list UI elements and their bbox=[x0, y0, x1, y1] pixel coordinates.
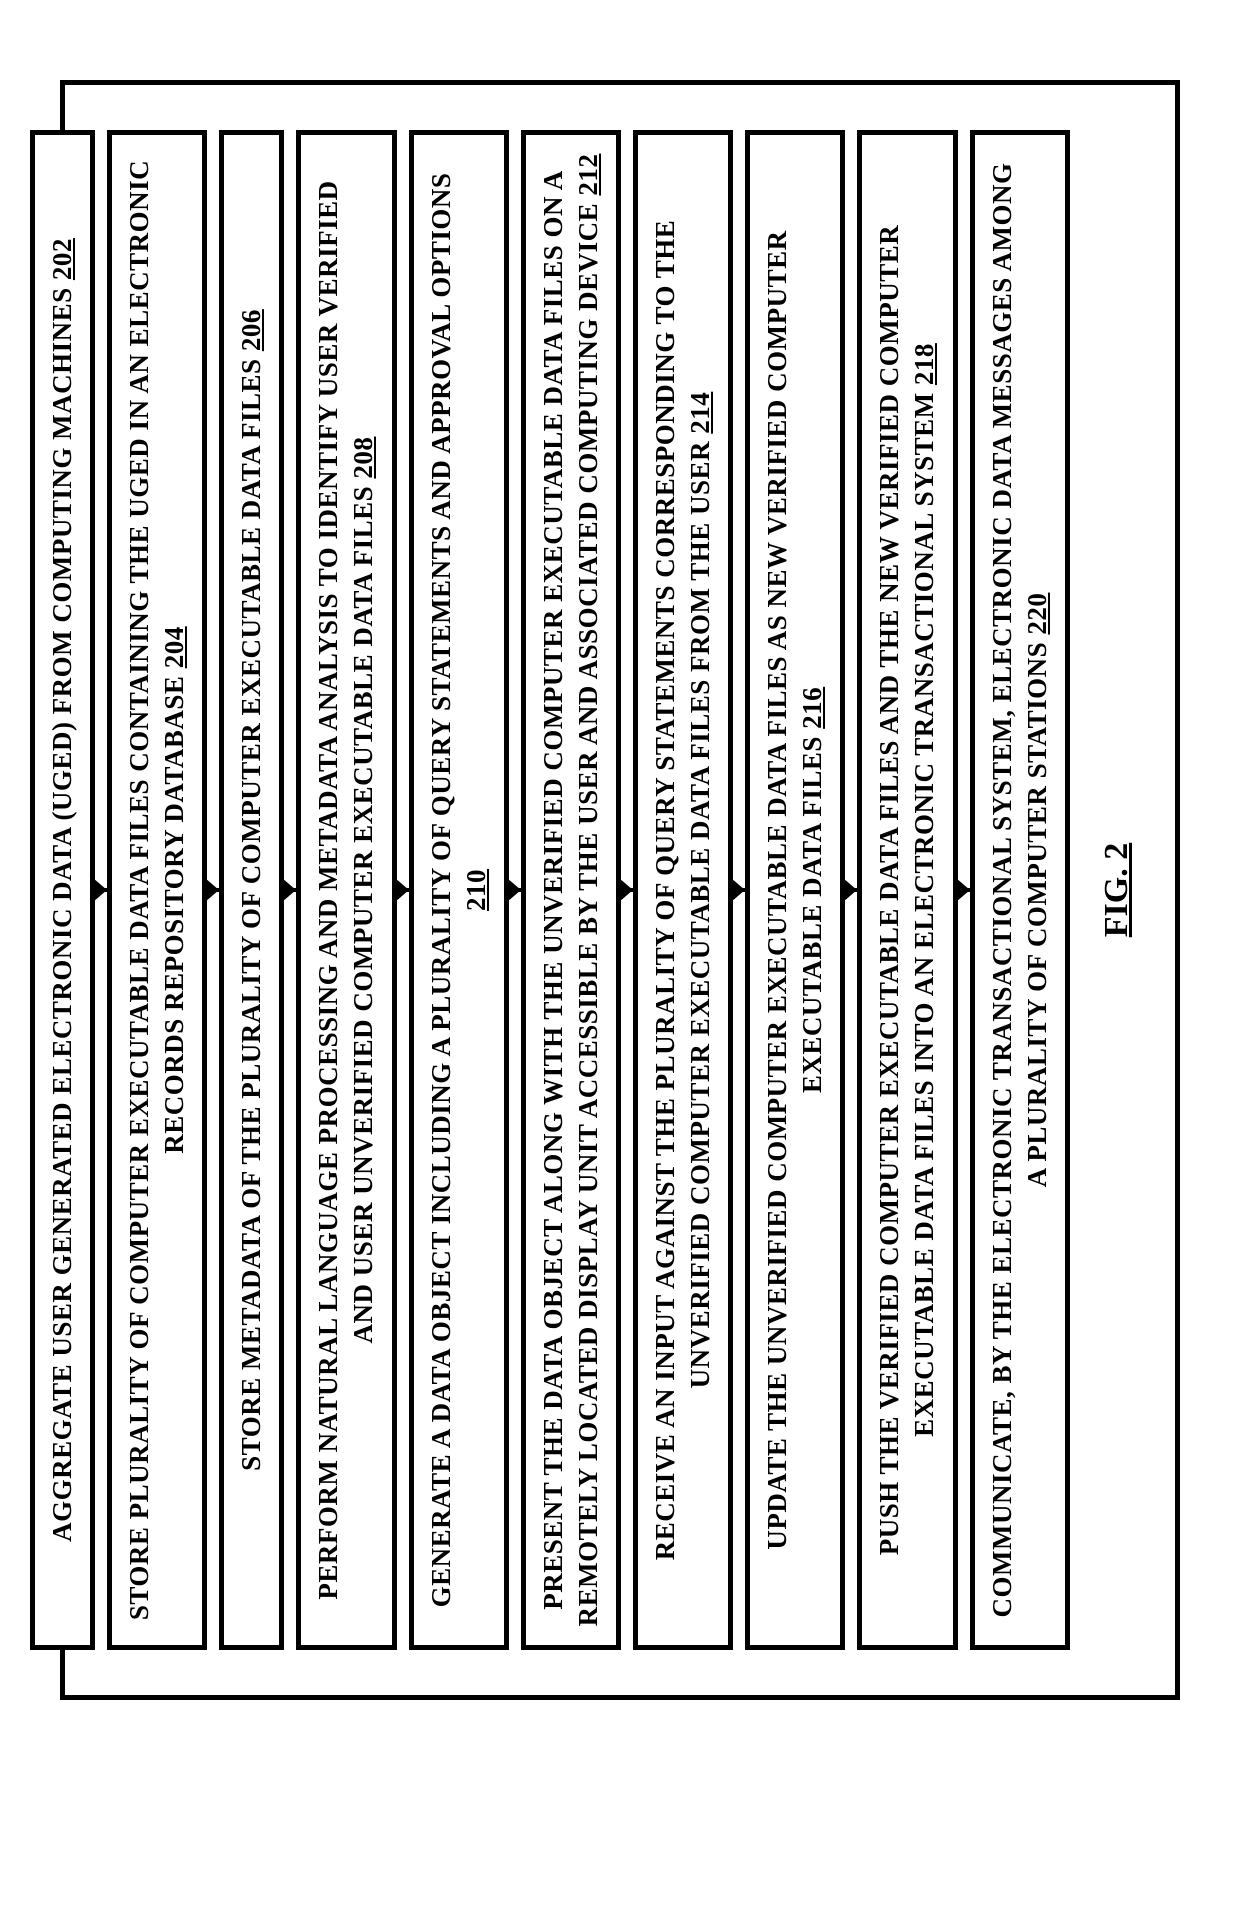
step-text: STORE METADATA OF THE PLURALITY OF COMPU… bbox=[236, 351, 266, 1471]
flowchart-step-220: COMMUNICATE, BY THE ELECTRONIC TRANSACTI… bbox=[970, 130, 1070, 1650]
step-ref: 216 bbox=[797, 687, 827, 729]
flowchart-step-208: PERFORM NATURAL LANGUAGE PROCESSING AND … bbox=[296, 130, 396, 1650]
flow-arrow-icon bbox=[397, 110, 409, 1670]
arrow-head-icon bbox=[282, 878, 296, 902]
arrow-head-icon bbox=[619, 878, 633, 902]
flow-arrow-icon bbox=[958, 110, 970, 1670]
step-ref: 206 bbox=[236, 309, 266, 351]
flowchart-step-206: STORE METADATA OF THE PLURALITY OF COMPU… bbox=[219, 130, 284, 1650]
step-text: UPDATE THE UNVERIFIED COMPUTER EXECUTABL… bbox=[762, 230, 827, 1549]
flow-arrow-icon bbox=[284, 110, 296, 1670]
arrow-head-icon bbox=[395, 878, 409, 902]
step-ref: 204 bbox=[159, 626, 189, 668]
step-text: GENERATE A DATA OBJECT INCLUDING A PLURA… bbox=[426, 173, 456, 1608]
flowchart-step-214: RECEIVE AN INPUT AGAINST THE PLURALITY O… bbox=[633, 130, 733, 1650]
flow-arrow-icon bbox=[207, 110, 219, 1670]
flowchart-step-212: PRESENT THE DATA OBJECT ALONG WITH THE U… bbox=[521, 130, 621, 1650]
arrow-head-icon bbox=[205, 878, 219, 902]
step-ref: 220 bbox=[1022, 593, 1052, 635]
flowchart-step-210: GENERATE A DATA OBJECT INCLUDING A PLURA… bbox=[409, 130, 509, 1650]
flowchart-step-202: AGGREGATE USER GENERATED ELECTRONIC DATA… bbox=[30, 130, 95, 1650]
arrow-head-icon bbox=[507, 878, 521, 902]
flow-arrow-icon bbox=[509, 110, 521, 1670]
arrow-head-icon bbox=[956, 878, 970, 902]
arrow-head-icon bbox=[731, 878, 745, 902]
step-text: PERFORM NATURAL LANGUAGE PROCESSING AND … bbox=[313, 180, 378, 1599]
step-text: COMMUNICATE, BY THE ELECTRONIC TRANSACTI… bbox=[987, 163, 1052, 1618]
arrow-head-icon bbox=[843, 878, 857, 902]
flow-arrow-icon bbox=[845, 110, 857, 1670]
step-ref: 218 bbox=[909, 343, 939, 385]
arrow-head-icon bbox=[93, 878, 107, 902]
flowchart-step-204: STORE PLURALITY OF COMPUTER EXECUTABLE D… bbox=[107, 130, 207, 1650]
flowchart-container: AGGREGATE USER GENERATED ELECTRONIC DATA… bbox=[20, 110, 1100, 1670]
step-text: PRESENT THE DATA OBJECT ALONG WITH THE U… bbox=[538, 170, 603, 1626]
figure-label: FIG. 2 bbox=[1098, 843, 1136, 937]
step-ref: 210 bbox=[461, 869, 491, 911]
step-text: PUSH THE VERIFIED COMPUTER EXECUTABLE DA… bbox=[874, 225, 939, 1555]
step-ref: 212 bbox=[573, 154, 603, 196]
step-ref: 202 bbox=[47, 238, 77, 280]
flow-arrow-icon bbox=[733, 110, 745, 1670]
flow-arrow-icon bbox=[621, 110, 633, 1670]
step-text: AGGREGATE USER GENERATED ELECTRONIC DATA… bbox=[47, 280, 77, 1542]
step-text: STORE PLURALITY OF COMPUTER EXECUTABLE D… bbox=[124, 160, 189, 1620]
step-ref: 208 bbox=[348, 437, 378, 479]
flowchart-step-216: UPDATE THE UNVERIFIED COMPUTER EXECUTABL… bbox=[745, 130, 845, 1650]
flow-arrow-icon bbox=[95, 110, 107, 1670]
flowchart-step-218: PUSH THE VERIFIED COMPUTER EXECUTABLE DA… bbox=[857, 130, 957, 1650]
step-ref: 214 bbox=[685, 392, 715, 434]
